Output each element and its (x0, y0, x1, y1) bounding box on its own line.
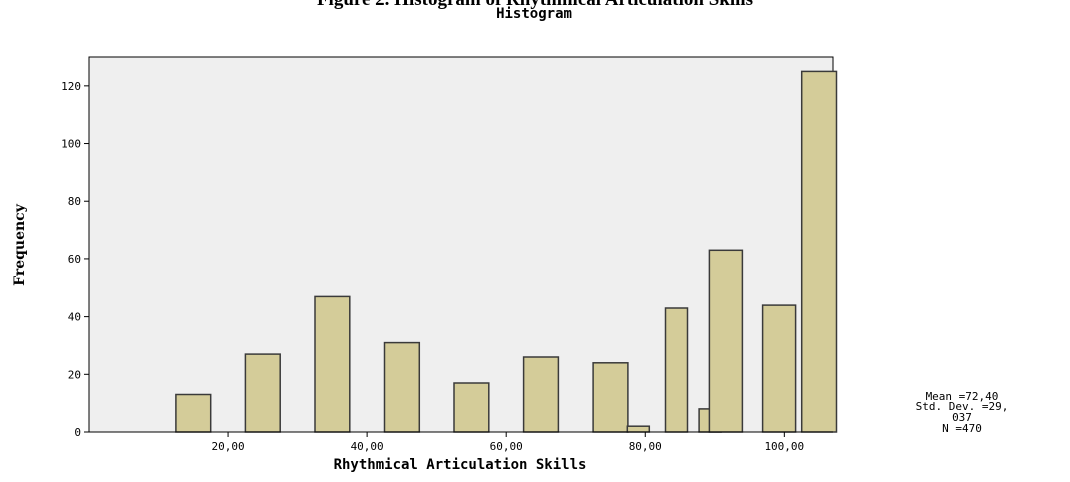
histogram-bar (800, 70, 838, 433)
histogram-bar (592, 362, 629, 433)
figure-caption-fragment: Figure 2. Histogram of Rhythmical Articu… (0, 0, 1070, 11)
histogram-bar (244, 353, 281, 433)
y-ticks-group: 0 20 40 60 80 100 120 (61, 80, 89, 439)
x-axis-label: Rhythmical Articulation Skills (334, 457, 587, 473)
x-tick-label: 20,00 (212, 440, 245, 453)
histogram-bar (626, 425, 651, 433)
axes-group (88, 57, 833, 433)
bars-group (175, 70, 838, 433)
y-tick-label: 0 (74, 426, 81, 439)
histogram-bar (175, 393, 212, 433)
stats-n: N =470 (942, 422, 982, 435)
histogram-bar (453, 382, 490, 433)
x-tick-label: 100,00 (764, 440, 804, 453)
histogram-bar (383, 341, 421, 433)
x-tick-label: 40,00 (351, 440, 384, 453)
chart-title: Histogram (496, 6, 572, 22)
y-tick-label: 60 (68, 253, 81, 266)
y-axis-label: Frequency (12, 203, 28, 286)
y-tick-label: 80 (68, 195, 81, 208)
stats-std-dev: Std. Dev. =29, (916, 400, 1009, 413)
histogram-bar (708, 249, 744, 433)
histogram-bar (522, 356, 560, 433)
x-tick-label: 80,00 (629, 440, 662, 453)
x-ticks-group: 20,00 40,00 60,00 80,00 100,00 (212, 432, 804, 453)
stats-box: Mean =72,40 Std. Dev. =29, 037 N =470 (916, 390, 1009, 435)
y-tick-label: 120 (61, 80, 81, 93)
stats-mean: Mean =72,40 (926, 390, 999, 403)
x-tick-label: 60,00 (490, 440, 523, 453)
histogram-bar (314, 295, 351, 433)
y-tick-label: 100 (61, 138, 81, 151)
y-tick-label: 40 (68, 311, 81, 324)
histogram-bar (761, 304, 797, 433)
y-tick-label: 20 (68, 368, 81, 381)
stats-std-dev-cont: 037 (952, 411, 972, 424)
histogram-bar (664, 307, 689, 433)
